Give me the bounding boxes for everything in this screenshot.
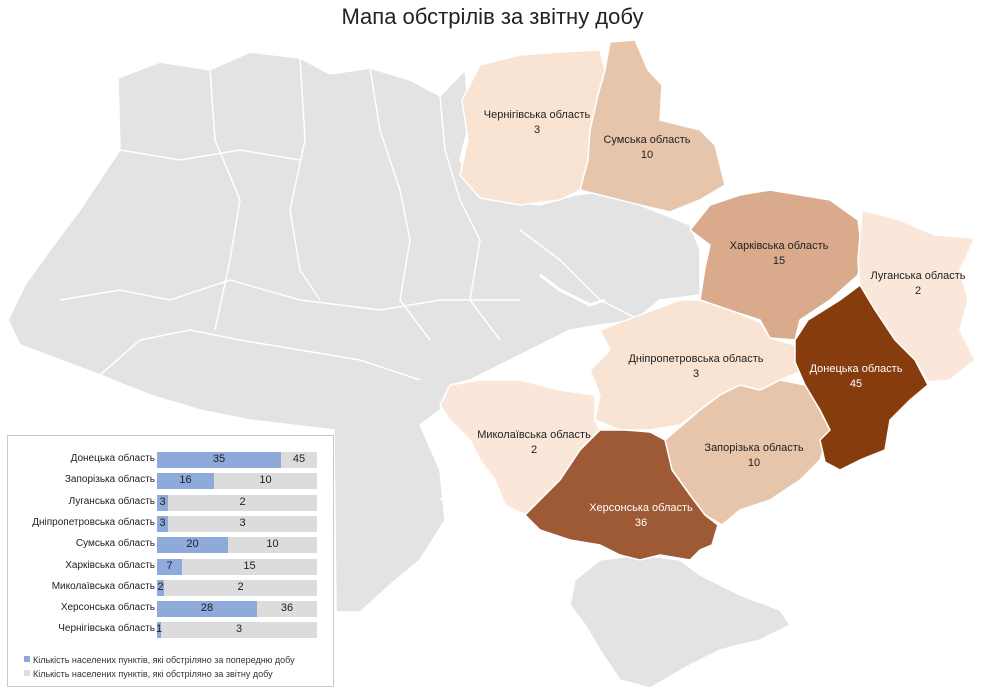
label-chernihiv-name: Чернігівська область xyxy=(484,109,591,121)
bar-current-day xyxy=(157,622,317,639)
label-kharkiv-value: 15 xyxy=(773,255,785,267)
comparison-row: Харківська область 7 15 xyxy=(8,558,335,575)
comparison-row: Херсонська область 28 36 xyxy=(8,601,335,618)
value-previous-day: 35 xyxy=(212,453,226,465)
comparison-region-name: Донецька область xyxy=(70,453,155,464)
value-current-day: 45 xyxy=(292,453,306,465)
comparison-region-name: Чернігівська область xyxy=(58,623,155,635)
comparison-region-name: Сумська область xyxy=(75,538,155,550)
label-mykolaiv-name: Миколаївська область xyxy=(477,429,591,441)
value-current-day: 2 xyxy=(239,495,246,508)
region-labels: Чернігівська область 3 Сумська область 1… xyxy=(477,109,966,529)
label-kherson-value: 36 xyxy=(635,517,647,529)
value-current-day: 15 xyxy=(243,559,256,572)
legend-previous-day: Кількість населених пунктів, які обстріл… xyxy=(24,655,295,665)
value-previous-day: 20 xyxy=(186,538,199,551)
comparison-row: Запорізька область 16 10 xyxy=(8,473,335,490)
bar-current-day xyxy=(157,494,317,511)
label-luhansk-value: 2 xyxy=(915,285,921,297)
legend-current-text: Кількість населених пунктів, які обстріл… xyxy=(33,669,273,679)
comparison-region-name: Запорізька область xyxy=(64,474,155,486)
label-kherson-name: Херсонська область xyxy=(589,502,693,514)
value-current-day: 3 xyxy=(239,516,246,529)
value-current-day: 36 xyxy=(280,602,294,615)
label-luhansk-name: Луганська область xyxy=(871,270,966,282)
legend-swatch-current xyxy=(24,670,30,676)
label-chernihiv-value: 3 xyxy=(534,124,540,136)
legend-swatch-previous xyxy=(24,656,30,662)
label-mykolaiv-value: 2 xyxy=(531,444,537,456)
oblast-borders xyxy=(59,57,641,501)
label-dnipro-value: 3 xyxy=(693,368,699,380)
value-previous-day: 16 xyxy=(179,474,192,487)
base-crimea xyxy=(569,554,791,689)
comparison-panel: Донецька область 35 45 Запорізька область 16… xyxy=(7,435,334,687)
comparison-region-name: Харківська область xyxy=(65,559,155,571)
comparison-row: Донецька область 35 45 xyxy=(8,452,335,468)
bar-current-day xyxy=(157,515,317,532)
value-previous-day: 7 xyxy=(166,559,173,572)
value-previous-day: 1 xyxy=(155,623,163,636)
highlighted-regions xyxy=(439,39,976,561)
label-zaporizhzhia-name: Запорізька область xyxy=(704,442,803,454)
bar-previous-day xyxy=(157,473,214,490)
value-previous-day: 3 xyxy=(159,516,166,529)
comparison-row: Миколаївська область 2 2 xyxy=(8,579,335,596)
comparison-region-name: Миколаївська область xyxy=(51,580,155,592)
bar-previous-day xyxy=(157,494,168,511)
value-current-day: 2 xyxy=(237,580,244,593)
value-previous-day: 3 xyxy=(159,495,166,508)
label-kharkiv-name: Харківська область xyxy=(730,240,829,252)
comparison-row: Дніпропетровська область 3 3 xyxy=(8,515,335,532)
value-current-day: 3 xyxy=(235,623,243,636)
bar-previous-day xyxy=(157,537,228,554)
label-zaporizhzhia-value: 10 xyxy=(748,457,760,469)
comparison-region-name: Дніпропетровська область xyxy=(32,516,155,528)
bar-previous-day xyxy=(157,622,161,639)
bar-previous-day xyxy=(157,558,182,575)
region-donetsk[interactable] xyxy=(794,284,929,471)
bar-previous-day xyxy=(157,601,257,618)
region-kherson[interactable] xyxy=(524,429,719,561)
comparison-row: Луганська область 3 2 xyxy=(8,494,335,511)
comparison-region-name: Луганська область xyxy=(68,495,155,507)
value-previous-day: 2 xyxy=(157,580,164,593)
value-current-day: 10 xyxy=(266,538,279,551)
label-sumy-name: Сумська область xyxy=(603,134,690,146)
bar-previous-day xyxy=(157,452,281,468)
bar-previous-day xyxy=(157,515,168,532)
bar-previous-day xyxy=(157,579,164,596)
legend-previous-text: Кількість населених пунктів, які обстріл… xyxy=(33,655,295,665)
comparison-row: Чернігівська область 1 3 xyxy=(8,622,335,639)
label-donetsk-value: 45 xyxy=(850,378,862,390)
label-dnipro-name: Дніпропетровська область xyxy=(628,353,763,365)
value-previous-day: 28 xyxy=(200,602,214,615)
comparison-row: Сумська область 20 10 xyxy=(8,537,335,554)
value-current-day: 10 xyxy=(259,474,272,487)
bar-current-day xyxy=(157,558,317,575)
map-title: Мапа обстрілів за звітну добу xyxy=(341,4,644,29)
legend-current-day: Кількість населених пунктів, які обстріл… xyxy=(24,669,273,679)
comparison-region-name: Херсонська область xyxy=(60,602,155,614)
label-sumy-value: 10 xyxy=(641,149,653,161)
label-donetsk-name: Донецька область xyxy=(810,363,903,375)
bar-current-day xyxy=(157,579,317,596)
region-sumy[interactable] xyxy=(579,39,726,213)
